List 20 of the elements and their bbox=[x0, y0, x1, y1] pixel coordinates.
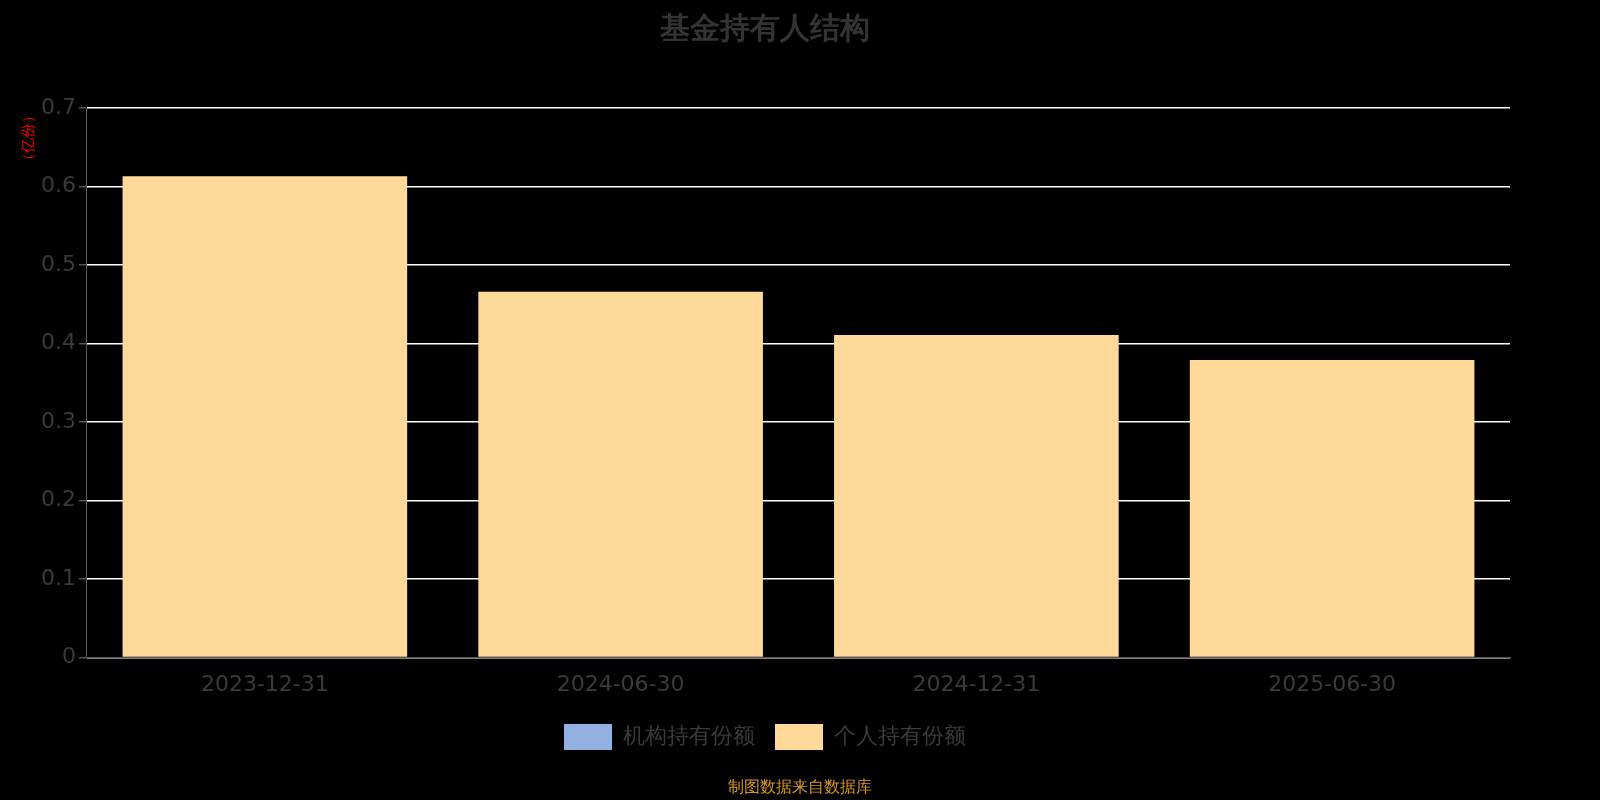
bar bbox=[122, 176, 408, 657]
y-tick-label: 0.7 bbox=[40, 93, 76, 119]
text: 制图数据来自数据库 bbox=[728, 777, 872, 797]
legend-label: 个人持有份额 bbox=[834, 722, 966, 748]
bar bbox=[1189, 360, 1475, 657]
y-tick-label: 0.3 bbox=[40, 407, 76, 433]
bar bbox=[478, 291, 763, 657]
legend-label: 机构持有份额 bbox=[623, 722, 755, 748]
x-tick-label: 2024-12-31 bbox=[912, 670, 1041, 696]
bar bbox=[834, 334, 1119, 657]
y-tick-label: 0 bbox=[61, 643, 76, 669]
y-tick-label: 0.1 bbox=[40, 564, 76, 590]
x-tick-label: 2024-06-30 bbox=[556, 670, 685, 696]
y-axis-title: （亿份） bbox=[18, 108, 37, 168]
y-tick-label: 0.6 bbox=[40, 172, 76, 198]
x-tick-label: 2023-12-31 bbox=[200, 670, 329, 696]
y-tick-label: 0.4 bbox=[40, 329, 76, 355]
y-tick-label: 0.2 bbox=[40, 486, 76, 512]
y-tick-label: 0.5 bbox=[40, 250, 76, 276]
x-tick-label: 2025-06-30 bbox=[1268, 670, 1397, 696]
